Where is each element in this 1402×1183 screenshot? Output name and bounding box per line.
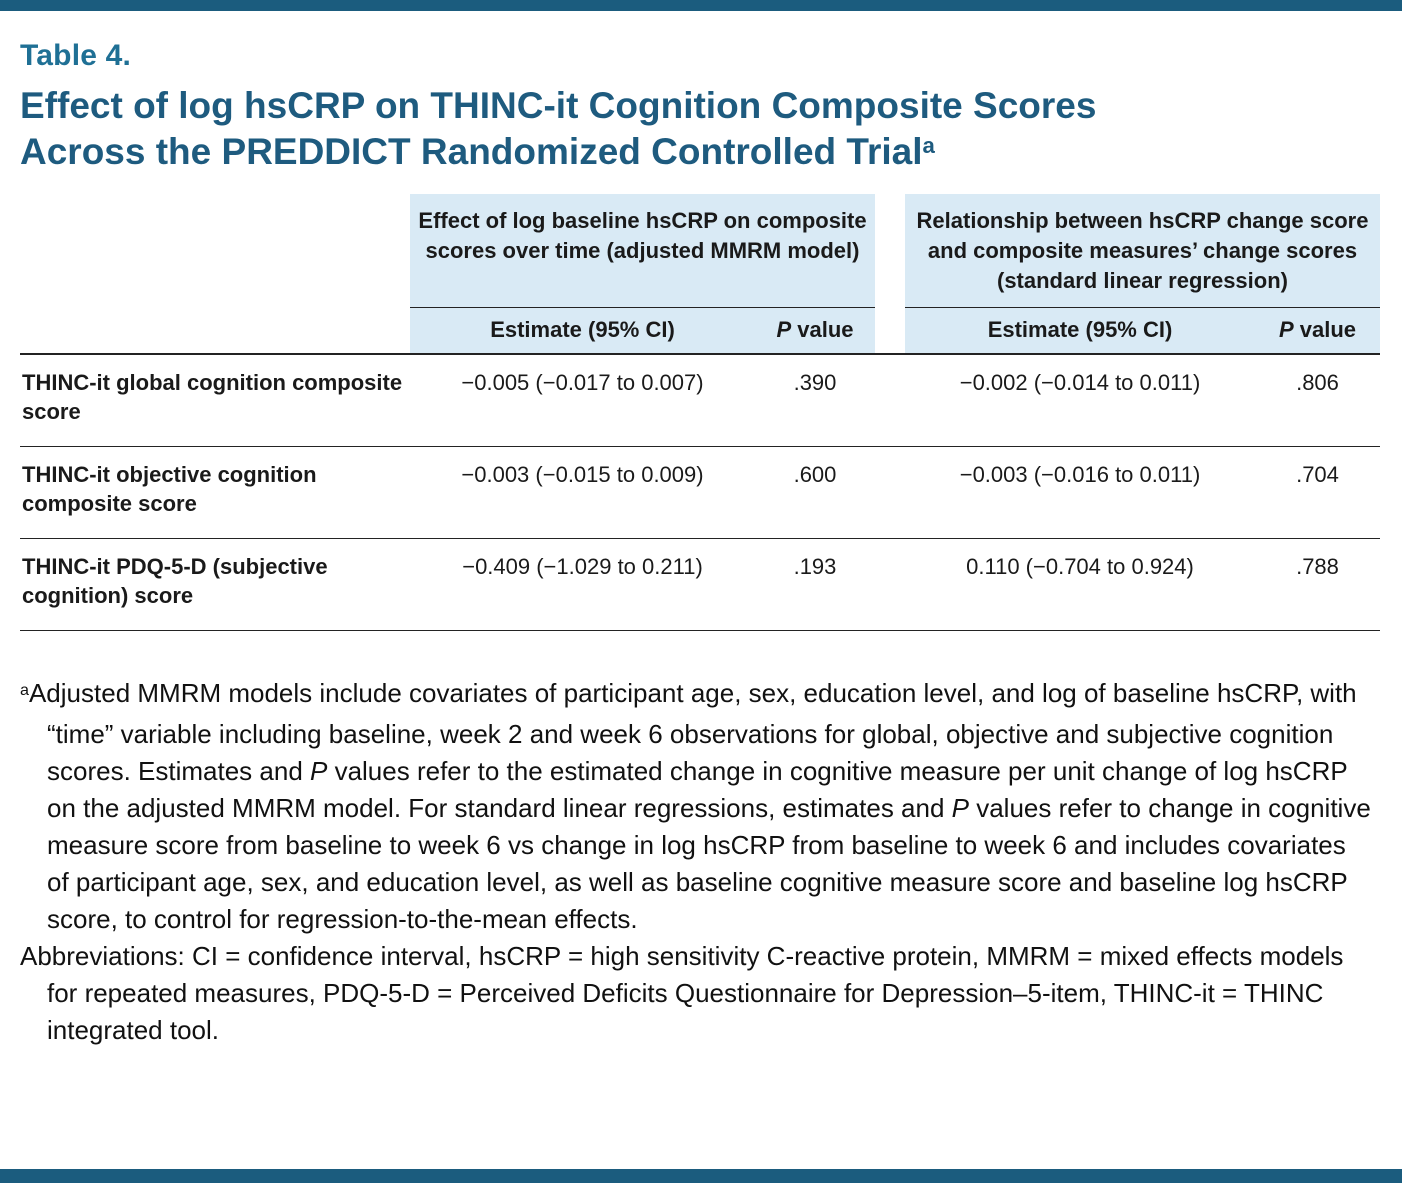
top-accent-bar xyxy=(0,0,1402,11)
p-value-cell: .806 xyxy=(1255,355,1380,447)
column-header-estimate-mmrm: Estimate (95% CI) xyxy=(410,307,755,355)
estimate-cell: −0.409 (−1.029 to 0.211) xyxy=(410,539,755,631)
p-value-cell: .193 xyxy=(755,539,875,631)
subheader-gap xyxy=(875,307,905,355)
p-value-cell: .600 xyxy=(755,447,875,539)
p-value-cell: .788 xyxy=(1255,539,1380,631)
group-header-mmrm: Effect of log baseline hsCRP on composit… xyxy=(410,193,875,308)
abbreviations-note: Abbreviations: CI = confidence interval,… xyxy=(20,940,1344,1045)
table-title: Effect of log hsCRP on THINC-it Cognitio… xyxy=(20,85,1097,173)
row-gap xyxy=(875,538,905,631)
row-label: THINC-it global cognition composite scor… xyxy=(20,355,410,447)
estimate-cell: −0.003 (−0.015 to 0.009) xyxy=(410,447,755,539)
p-value-cell: .390 xyxy=(755,355,875,447)
results-table: Effect of log baseline hsCRP on composit… xyxy=(20,193,1380,631)
row-label: THINC-it objective cognition composite s… xyxy=(20,447,410,539)
footnotes: aAdjusted MMRM models include covariates… xyxy=(20,675,1372,1049)
row-gap xyxy=(875,446,905,539)
corner-spacer xyxy=(20,194,410,308)
estimate-cell: −0.002 (−0.014 to 0.011) xyxy=(905,355,1255,447)
column-header-estimate-regression: Estimate (95% CI) xyxy=(905,307,1255,355)
content: Table 4. Effect of log hsCRP on THINC-it… xyxy=(0,11,1402,1049)
estimate-cell: −0.003 (−0.016 to 0.011) xyxy=(905,447,1255,539)
row-label: THINC-it PDQ-5-D (subjective cognition) … xyxy=(20,539,410,631)
subheader-spacer xyxy=(20,308,410,355)
table-number-label: Table 4. xyxy=(20,39,132,72)
estimate-cell: 0.110 (−0.704 to 0.924) xyxy=(905,539,1255,631)
row-gap xyxy=(875,354,905,447)
bottom-accent-bar xyxy=(0,1169,1402,1183)
column-header-p-value-regression: P value xyxy=(1255,307,1380,355)
p-value-cell: .704 xyxy=(1255,447,1380,539)
group-gap xyxy=(875,193,905,308)
estimate-cell: −0.005 (−0.017 to 0.007) xyxy=(410,355,755,447)
footnote-a: aAdjusted MMRM models include covariates… xyxy=(20,677,1371,934)
group-header-regression: Relationship between hsCRP change score … xyxy=(905,193,1380,308)
column-header-p-value-mmrm: P value xyxy=(755,307,875,355)
